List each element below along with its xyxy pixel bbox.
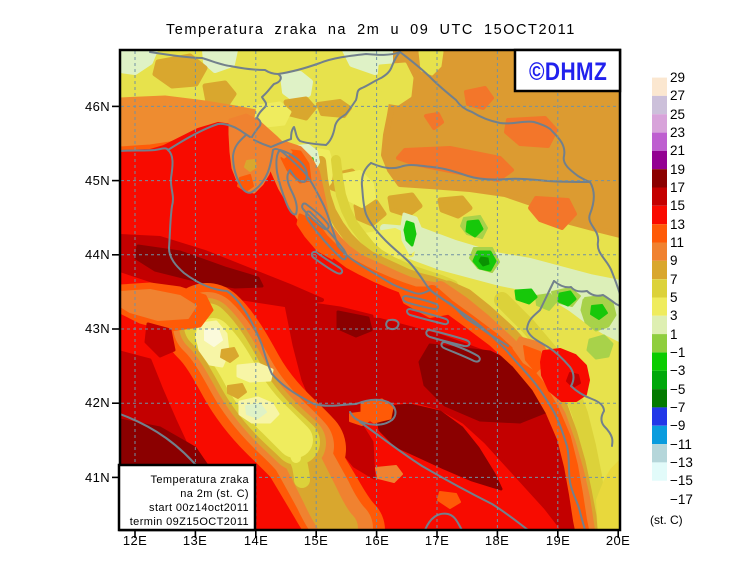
svg-text:42N: 42N xyxy=(85,395,110,410)
svg-text:9: 9 xyxy=(670,253,678,268)
svg-text:25: 25 xyxy=(670,107,685,122)
svg-text:20E: 20E xyxy=(606,533,630,548)
svg-text:7: 7 xyxy=(670,272,678,287)
svg-text:15E: 15E xyxy=(304,533,328,548)
svg-text:−3: −3 xyxy=(670,363,685,378)
svg-text:1: 1 xyxy=(670,327,678,342)
svg-text:29: 29 xyxy=(670,70,685,85)
svg-text:13: 13 xyxy=(670,217,685,232)
svg-text:−13: −13 xyxy=(670,455,693,470)
svg-text:23: 23 xyxy=(670,125,685,140)
svg-text:13E: 13E xyxy=(183,533,207,548)
svg-text:16E: 16E xyxy=(365,533,389,548)
svg-text:27: 27 xyxy=(670,88,685,103)
svg-text:−17: −17 xyxy=(670,492,693,507)
svg-text:17: 17 xyxy=(670,180,685,195)
svg-text:11: 11 xyxy=(670,235,684,250)
svg-text:21: 21 xyxy=(670,143,685,158)
svg-text:−5: −5 xyxy=(670,382,685,397)
svg-text:−9: −9 xyxy=(670,418,685,433)
svg-text:46N: 46N xyxy=(85,99,110,114)
svg-text:Temperatura zraka na 2m u 09 U: Temperatura zraka na 2m u 09 UTC 15OCT20… xyxy=(166,22,576,38)
svg-text:41N: 41N xyxy=(85,470,110,485)
svg-text:12E: 12E xyxy=(123,533,147,548)
svg-text:−11: −11 xyxy=(670,437,692,452)
svg-text:3: 3 xyxy=(670,308,678,323)
svg-text:−7: −7 xyxy=(670,400,685,415)
svg-text:15: 15 xyxy=(670,198,685,213)
svg-text:Temperatura zraka: Temperatura zraka xyxy=(150,474,249,486)
svg-text:14E: 14E xyxy=(244,533,268,548)
svg-text:−1: −1 xyxy=(670,345,685,360)
svg-text:45N: 45N xyxy=(85,173,110,188)
svg-text:termin 09Z15OCT2011: termin 09Z15OCT2011 xyxy=(130,516,249,528)
svg-text:na 2m (st. C): na 2m (st. C) xyxy=(180,488,249,500)
svg-text:19: 19 xyxy=(670,162,685,177)
svg-text:17E: 17E xyxy=(425,533,449,548)
svg-text:19E: 19E xyxy=(546,533,570,548)
svg-text:43N: 43N xyxy=(85,321,110,336)
svg-text:start 00z14oct2011: start 00z14oct2011 xyxy=(149,502,249,514)
svg-text:44N: 44N xyxy=(85,247,110,262)
svg-text:©DHMZ: ©DHMZ xyxy=(529,57,607,85)
svg-text:18E: 18E xyxy=(485,533,509,548)
svg-text:(st. C): (st. C) xyxy=(650,513,683,527)
svg-text:−15: −15 xyxy=(670,473,693,488)
svg-text:5: 5 xyxy=(670,290,678,305)
